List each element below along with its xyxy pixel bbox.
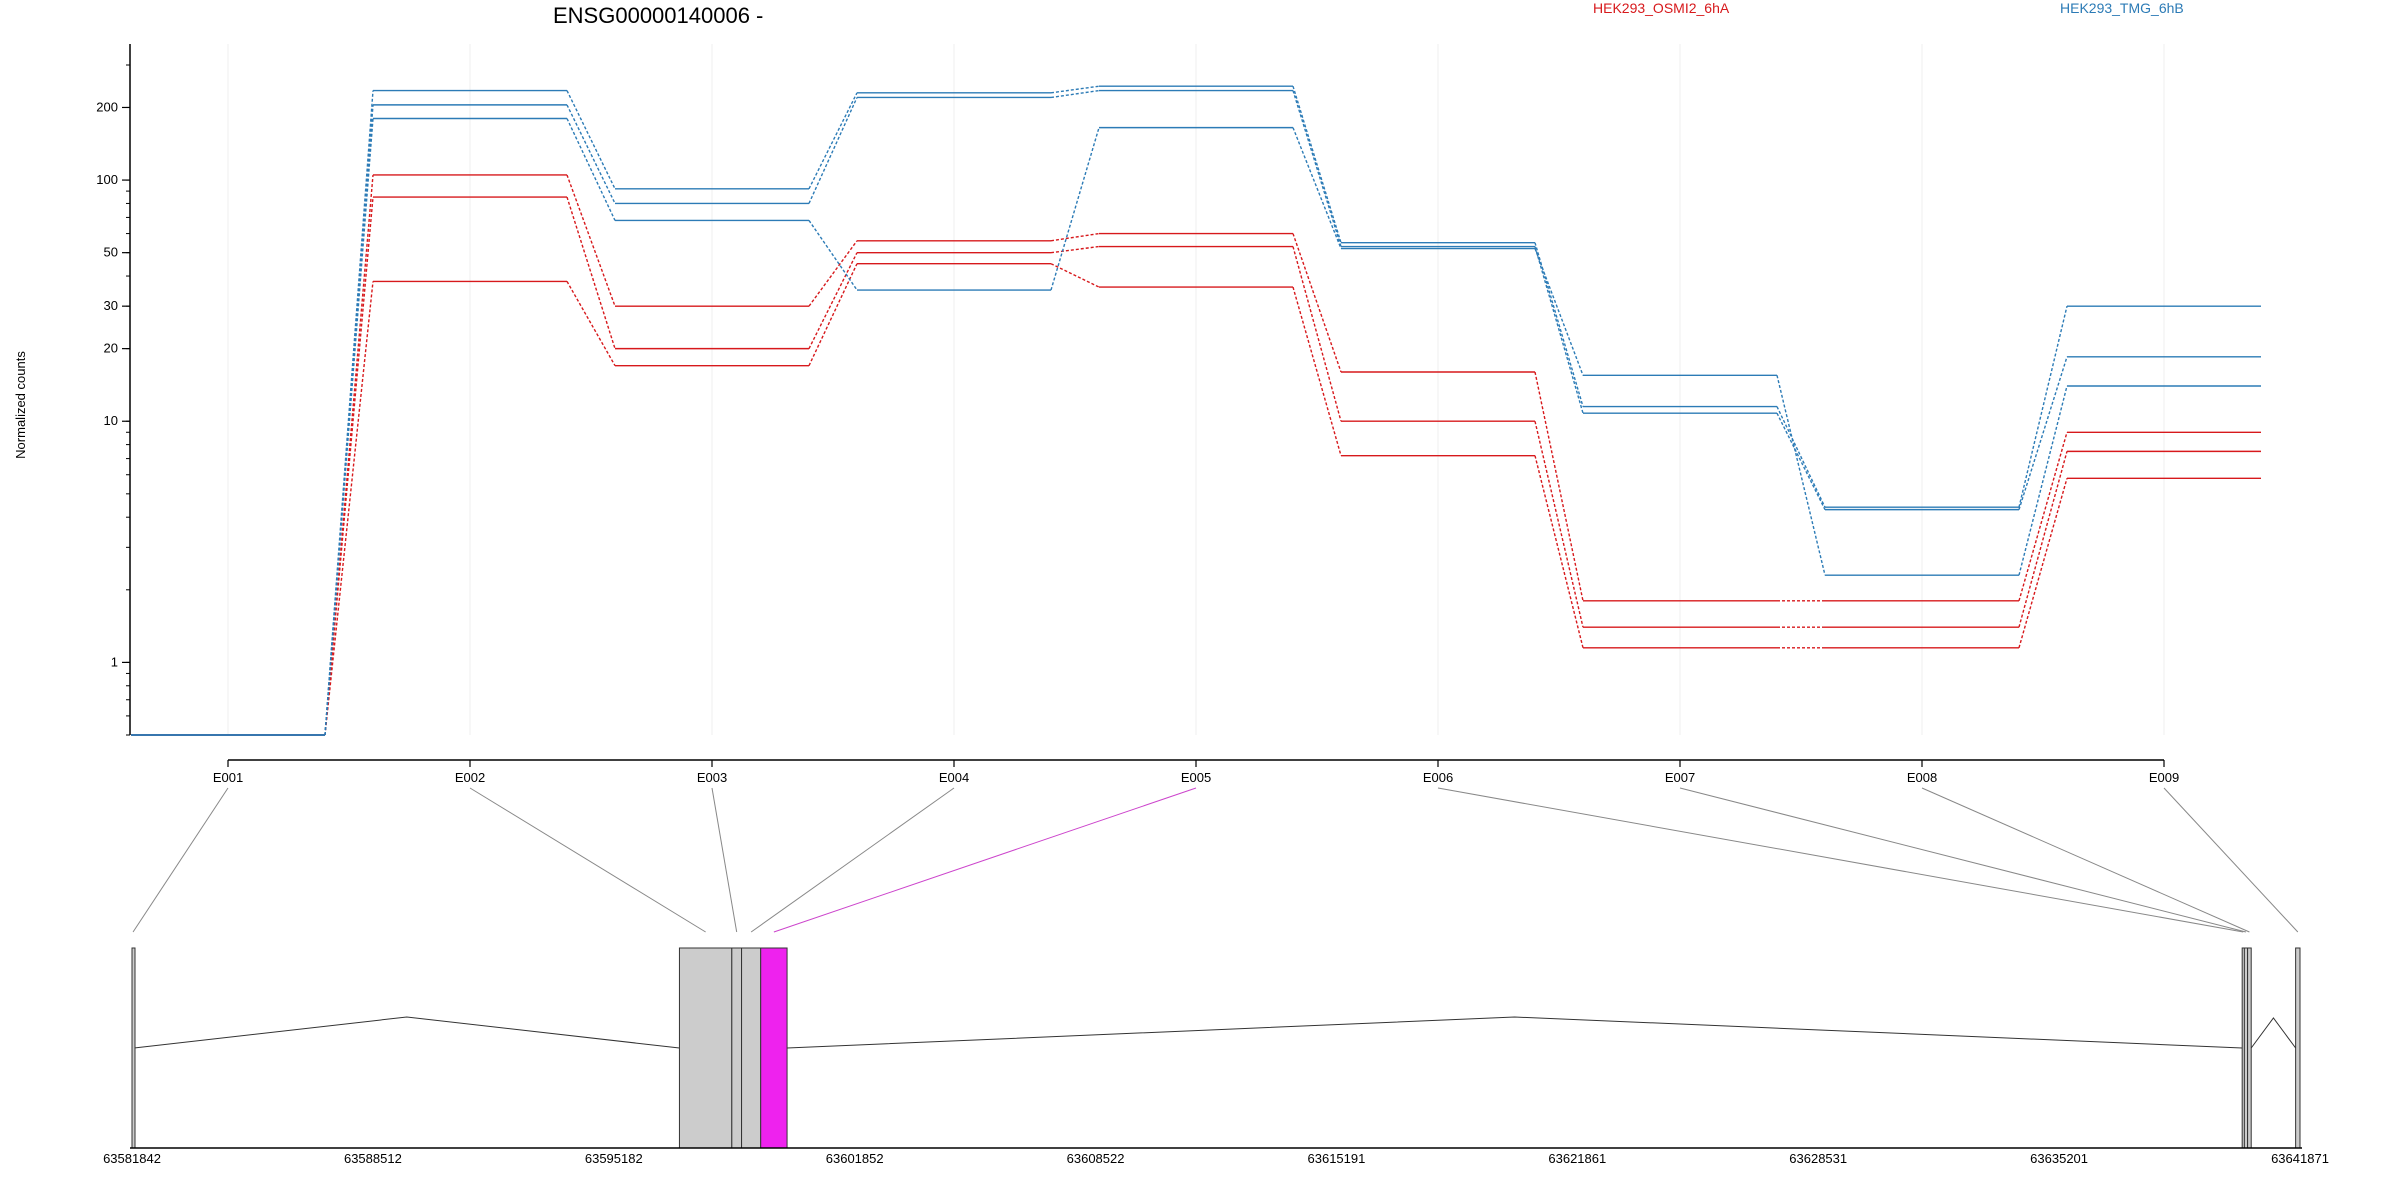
y-tick-label: 200 — [96, 99, 118, 114]
series-connector — [324, 197, 374, 736]
exon-box — [731, 947, 743, 1149]
series-connector — [808, 220, 858, 291]
series-connector — [1534, 246, 1584, 414]
series-connector — [1776, 406, 1826, 508]
exon-connector — [132, 787, 229, 933]
genome-tick-label: 63608522 — [1067, 1151, 1125, 1166]
exon-box — [741, 947, 762, 1149]
series-connector — [1292, 86, 1342, 243]
exon-connector — [773, 787, 1197, 933]
series-connector — [566, 90, 616, 190]
exon-connector — [2163, 787, 2299, 933]
series-layer — [131, 85, 2261, 736]
exon-connector — [469, 787, 706, 933]
genome-tick-label: 63641871 — [2271, 1151, 2329, 1166]
y-tick-label: 50 — [104, 245, 118, 260]
series-connector — [1776, 412, 1826, 510]
genome-tick-label: 63628531 — [1789, 1151, 1847, 1166]
series-connector — [566, 174, 616, 307]
series-connector — [1292, 286, 1342, 456]
series-connector — [1050, 232, 1100, 242]
x-tick-label: E001 — [213, 770, 243, 785]
series-connector — [2018, 451, 2068, 628]
x-tick-label: E004 — [939, 770, 969, 785]
series-connector — [2018, 306, 2068, 508]
series-connector — [1292, 90, 1342, 247]
series-connector — [1050, 263, 1100, 288]
y-axis-title: Normalized counts — [13, 351, 28, 459]
connector-layer — [132, 787, 2299, 933]
y-tick-label: 10 — [104, 413, 118, 428]
series-connector — [1050, 245, 1100, 254]
exon-box — [678, 947, 733, 1149]
y-tick-label: 100 — [96, 172, 118, 187]
x-tick-label: E006 — [1423, 770, 1453, 785]
intron-line — [787, 1016, 2243, 1049]
genome-tick-label: 63615191 — [1308, 1151, 1366, 1166]
x-tick-label: E007 — [1665, 770, 1695, 785]
series-connector — [566, 196, 616, 349]
exon-box — [2247, 947, 2252, 1149]
series-connector — [1292, 233, 1342, 373]
series-connector — [808, 92, 858, 190]
series-connector — [2018, 356, 2068, 510]
series-connector — [324, 174, 374, 736]
series-connector — [1534, 455, 1584, 648]
exon-connector — [711, 787, 738, 933]
genome-tick-label: 63601852 — [826, 1151, 884, 1166]
series-connector — [324, 281, 374, 736]
exon-box — [760, 947, 788, 1149]
series-connector — [566, 281, 616, 367]
legend-item-tmg: HEK293_TMG_6hB — [2060, 0, 2184, 16]
x-tick-label: E009 — [2149, 770, 2179, 785]
series-connector — [1534, 421, 1584, 628]
series-connector — [1050, 85, 1100, 94]
genome-tick-label: 63621861 — [1548, 1151, 1606, 1166]
y-tick-label: 1 — [111, 654, 118, 669]
series-connector — [1534, 248, 1584, 376]
intron-line — [134, 1016, 680, 1049]
legend-item-osmi2: HEK293_OSMI2_6hA — [1593, 0, 1730, 16]
exon-connector — [1679, 787, 2247, 933]
x-tick-label: E005 — [1181, 770, 1211, 785]
series-connector — [1050, 89, 1100, 99]
y-tick-label: 30 — [104, 298, 118, 313]
exon-box — [2295, 947, 2301, 1149]
exon-connector — [750, 787, 955, 933]
series-connector — [2018, 478, 2068, 648]
intron-line — [2250, 1017, 2297, 1049]
series-connector — [2018, 432, 2068, 602]
series-connector — [1534, 371, 1584, 601]
exon-connector — [1921, 787, 2250, 933]
x-tick-label: E003 — [697, 770, 727, 785]
axes-layer: 1 10 20 30 50 100 200 E001 E002 E003 E004 E005 E006 E… — [96, 44, 2179, 785]
genome-tick-label: 63581842 — [103, 1151, 161, 1166]
gene-model: 63581842 63588512 63595182 63601852 63608522… — [103, 947, 2329, 1166]
exon-connector — [1437, 787, 2244, 933]
genome-tick-label: 63595182 — [585, 1151, 643, 1166]
series-connector — [1292, 127, 1342, 249]
series-connector — [2018, 385, 2068, 576]
x-tick-label: E008 — [1907, 770, 1937, 785]
chart-title: ENSG00000140006 - — [553, 3, 763, 28]
series-connector — [808, 252, 858, 349]
grid-layer — [227, 44, 2165, 735]
series-connector — [1534, 242, 1584, 407]
y-tick-label: 20 — [104, 341, 118, 356]
series-connector — [566, 118, 616, 221]
genome-tick-label: 63588512 — [344, 1151, 402, 1166]
series-connector — [808, 97, 858, 204]
genome-tick-label: 63635201 — [2030, 1151, 2088, 1166]
x-tick-label: E002 — [455, 770, 485, 785]
series-connector — [566, 104, 616, 204]
exon-box — [131, 947, 136, 1149]
series-connector — [1776, 375, 1826, 576]
series-connector — [808, 240, 858, 307]
series-connector — [1292, 246, 1342, 422]
series-connector — [324, 118, 374, 736]
series-connector — [1050, 127, 1100, 291]
series-connector — [808, 263, 858, 366]
